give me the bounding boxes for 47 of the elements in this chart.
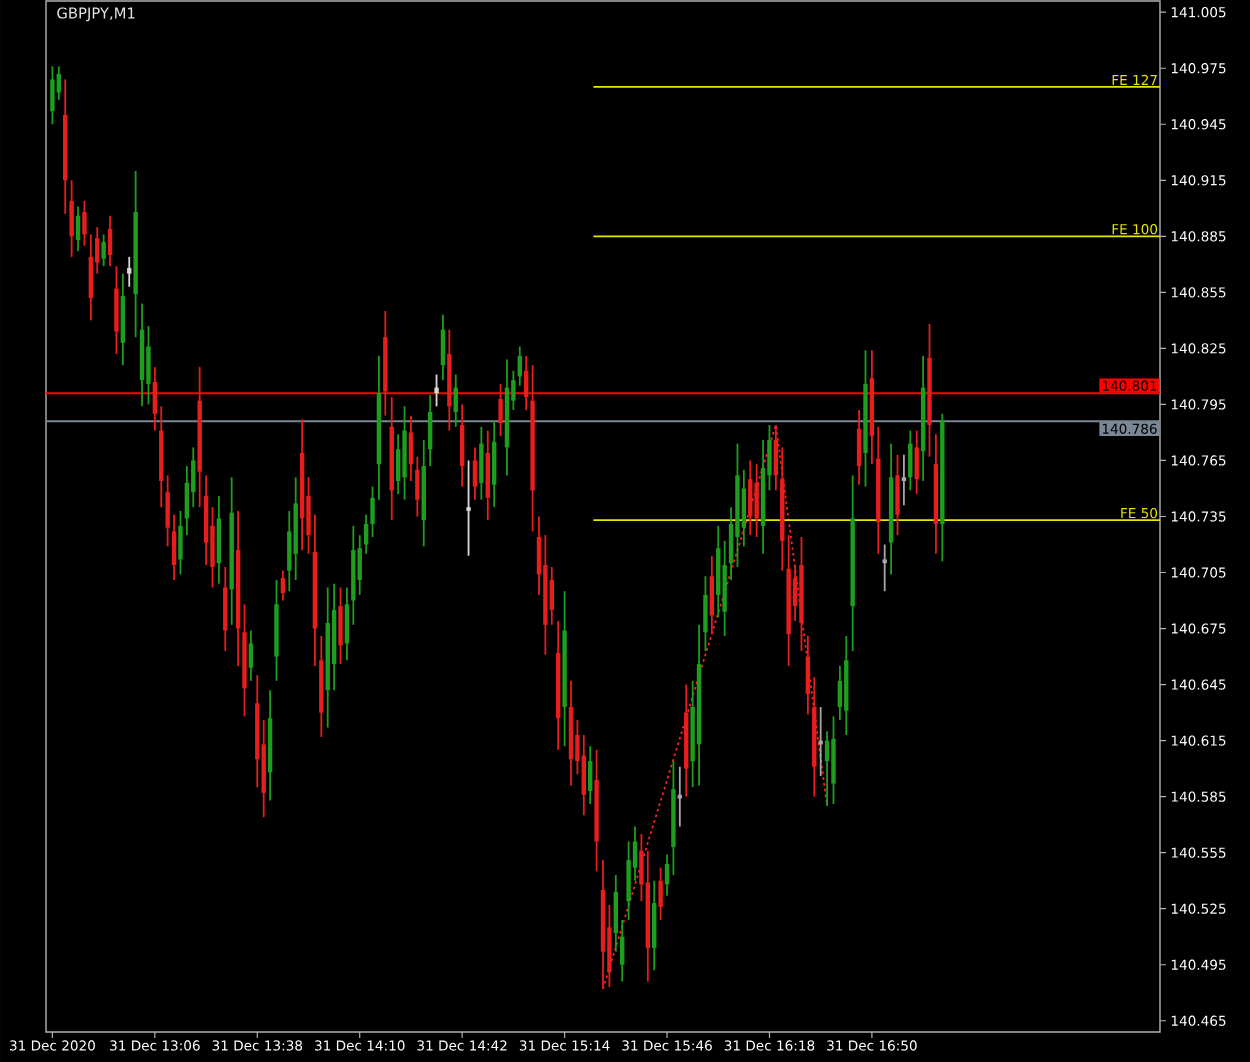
candlestick [741,468,747,548]
candlestick [856,409,862,486]
candlestick [472,446,478,501]
candlestick [901,453,907,507]
candlestick [908,429,913,492]
candlestick [479,425,484,501]
candlestick [402,405,407,501]
candlestick [549,566,554,626]
candlestick [652,879,657,972]
candlestick [216,495,222,585]
candlestick [485,429,490,522]
candlestick [677,765,683,828]
candlestick [338,586,343,665]
candlestick [658,866,663,921]
candlestick [466,459,471,557]
candlestick [88,233,94,322]
candlestick [837,665,843,721]
candlestick [581,734,586,817]
candlestick [101,233,106,268]
candlestick [754,463,759,538]
candlestick [287,509,292,593]
candlestick [50,65,55,126]
candlestick [818,706,823,777]
candlestick [248,629,254,682]
candlestick [914,429,919,495]
candlestick [82,199,87,247]
candlestick [748,459,753,537]
candlestick [831,715,836,806]
candlestick [895,453,900,537]
candlestick [223,566,228,652]
candlestick [395,433,401,495]
candlestick [716,524,721,619]
candlestick [127,255,132,288]
candlestick [453,373,458,428]
candlestick [882,543,887,593]
candlestick [75,205,81,253]
candlestick [114,265,119,355]
candlestick [709,554,715,636]
candlestick [459,403,465,488]
candlestick [491,420,497,509]
candlestick [280,569,286,602]
candlestick [120,272,126,367]
candlestick [498,382,503,438]
candlestick [440,313,446,382]
candlestick [588,745,593,806]
candlestick [107,214,113,268]
candlestick [434,373,439,408]
